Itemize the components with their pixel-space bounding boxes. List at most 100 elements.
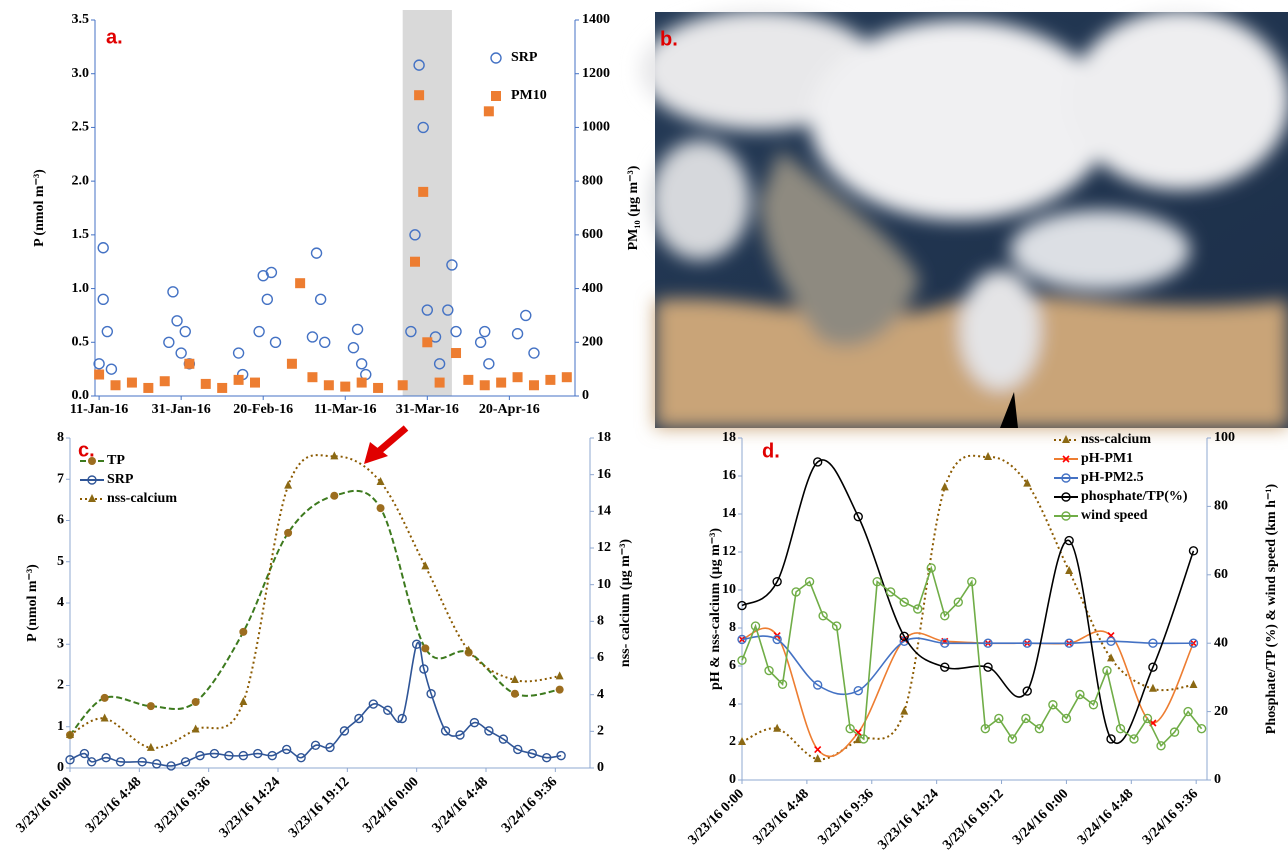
marker [421,304,434,316]
panel-label: d. [762,440,780,462]
marker [812,680,823,690]
legend-label: TP [107,453,125,468]
marker [479,325,491,338]
y2-tick-label: 40 [1214,635,1228,650]
marker [217,382,228,393]
legend-label: SRP [511,50,538,65]
marker [325,742,335,753]
marker [490,52,502,64]
marker [980,724,991,734]
marker [413,59,425,71]
y2-tick-label: 400 [582,281,603,296]
series-line [741,459,1195,744]
marker [1148,662,1158,672]
marker [376,504,385,513]
y2-tick-label: 16 [597,467,611,482]
marker [191,724,200,733]
marker [143,382,154,393]
marker [1188,546,1199,556]
marker [347,341,360,354]
y-tick-label: 8 [729,620,736,635]
marker [284,528,293,537]
marker [885,587,896,597]
y-tick-label: 2 [57,678,64,693]
marker [1102,665,1112,676]
legend-label: nss-calcium [107,491,177,506]
marker [442,304,454,316]
marker [812,457,823,467]
marker [984,452,993,460]
series-line [741,627,1195,758]
y-tick-label: 4 [57,595,64,610]
marker [440,726,451,736]
marker [512,372,523,383]
marker [261,293,274,306]
marker [451,348,462,359]
y2-tick-label: 200 [582,335,603,350]
marker [1188,638,1199,648]
y-tick-label: 3 [57,636,64,651]
legend-label: wind speed [1081,508,1148,523]
marker [455,730,465,740]
marker [239,627,248,636]
marker [433,358,446,370]
marker [483,106,494,117]
marker [233,374,244,385]
marker [1115,724,1126,734]
marker [429,331,442,343]
marker [330,491,339,500]
y-tick-label: 2.0 [72,173,90,188]
marker [555,671,564,680]
x-tick-label: 3/24/16 4:48 [430,774,491,835]
marker [373,382,384,393]
y-tick-label: 2.5 [72,120,90,135]
marker [411,639,422,649]
y-tick-label: 10 [722,582,736,597]
highlight-band [402,10,452,396]
marker [405,325,417,338]
y-tick-label: 14 [722,506,736,521]
marker [296,752,306,763]
marker [319,336,331,348]
marker [510,689,519,698]
marker [209,748,220,759]
marker [463,374,474,385]
marker [253,748,263,759]
marker [86,757,97,767]
y2-tick-label: 0 [582,388,589,403]
y2-tick-label: 10 [597,577,611,592]
y2-tick-label: 2 [597,724,604,739]
marker [307,372,318,383]
marker [545,374,556,385]
marker [87,475,97,485]
y-tick-label: 16 [722,468,736,483]
marker [510,675,519,683]
marker [737,600,747,611]
marker [167,286,179,298]
y-tick-label: 1 [57,719,64,734]
y2-tick-label: 4 [597,687,604,702]
marker [1061,492,1071,502]
x-tick-label: 3/24/16 0:00 [360,774,421,835]
marker [804,576,815,587]
legend-label: phosphate/TP(%) [1081,489,1188,504]
y2-tick-label: 1400 [582,12,610,27]
marker [474,336,487,348]
marker [541,752,552,763]
marker [146,742,155,751]
y2-axis-title: nss- calcium (µg m⁻³) [618,539,633,667]
marker [314,293,327,306]
marker [772,576,782,587]
marker [93,358,105,370]
marker [1062,435,1070,443]
marker [100,713,109,722]
y2-tick-label: 80 [1214,499,1228,514]
marker [1022,686,1032,696]
marker [1075,689,1085,700]
legend-label: pH-PM2.5 [1081,470,1144,485]
marker [175,347,187,359]
marker [397,713,407,724]
x-tick-label: 3/23/16 4:48 [751,786,812,847]
marker [97,293,109,306]
